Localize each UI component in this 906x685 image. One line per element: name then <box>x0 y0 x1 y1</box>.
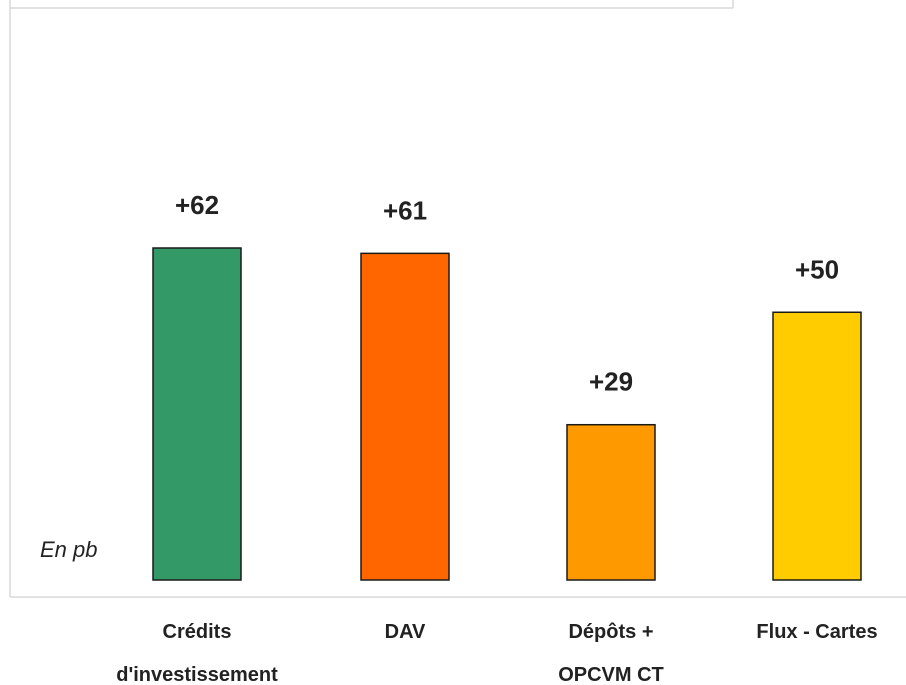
bar-3 <box>566 423 656 581</box>
category-label-2-line-1: DAV <box>385 621 426 643</box>
category-label-1-line-2: d'investissement <box>116 664 278 685</box>
bar-4 <box>772 311 862 581</box>
value-label-1: +62 <box>175 190 219 220</box>
unit-note: En pb <box>40 537 98 562</box>
bar-2 <box>360 252 450 581</box>
category-label-4-line-1: Flux - Cartes <box>756 621 877 643</box>
category-label-1-line-1: Crédits <box>163 621 232 643</box>
bars-group <box>152 247 862 581</box>
category-label-3-line-2: OPCVM CT <box>558 664 664 685</box>
value-label-2: +61 <box>383 195 427 225</box>
value-label-4: +50 <box>795 254 839 284</box>
value-label-3: +29 <box>589 367 633 397</box>
category-labels-group: Crédits d'investissement DAV Dépôts + OPCVM … <box>116 621 877 685</box>
category-label-3-line-1: Dépôts + <box>568 621 653 643</box>
bar-1 <box>152 247 242 581</box>
value-labels-group: +62 +61 +29 +50 <box>175 190 839 397</box>
